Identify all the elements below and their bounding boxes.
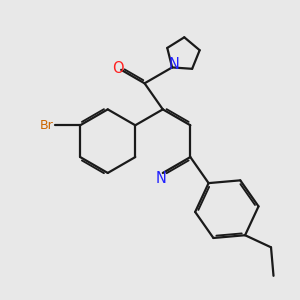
Text: O: O xyxy=(112,61,123,76)
Text: N: N xyxy=(168,57,179,72)
Text: Br: Br xyxy=(40,119,54,132)
Text: N: N xyxy=(156,171,167,186)
